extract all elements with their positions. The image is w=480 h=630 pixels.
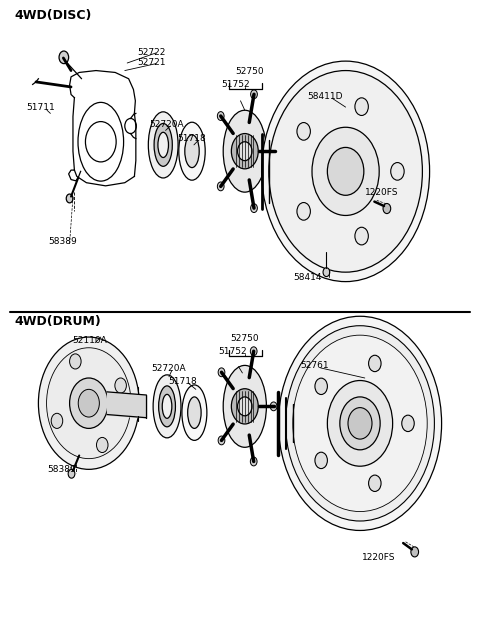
Text: 52750: 52750 [235,67,264,76]
Text: 52720A: 52720A [149,120,183,129]
Circle shape [38,337,139,469]
Circle shape [391,163,404,180]
Ellipse shape [223,365,266,447]
Circle shape [323,268,330,277]
Ellipse shape [223,110,266,192]
Circle shape [327,147,364,195]
Ellipse shape [162,394,172,418]
Circle shape [251,457,257,466]
Text: 52722: 52722 [137,48,165,57]
Text: 1220FS: 1220FS [365,188,398,197]
Circle shape [47,348,131,459]
Circle shape [297,123,311,140]
Text: 58389: 58389 [48,237,77,246]
Ellipse shape [182,385,207,440]
Ellipse shape [188,397,201,428]
Circle shape [70,378,108,428]
Circle shape [238,142,252,161]
Text: 4WD(DISC): 4WD(DISC) [14,9,92,23]
Circle shape [251,90,257,99]
Circle shape [78,389,99,417]
Circle shape [262,61,430,282]
Text: 51718: 51718 [168,377,197,386]
Circle shape [355,227,368,245]
Circle shape [383,203,391,214]
Ellipse shape [154,123,172,166]
Circle shape [218,368,225,377]
Circle shape [115,378,126,393]
Text: 52721: 52721 [137,59,165,67]
Text: 51711: 51711 [26,103,55,112]
Circle shape [59,51,69,64]
Circle shape [231,134,258,169]
Circle shape [96,437,108,452]
Circle shape [251,203,257,212]
Circle shape [411,547,419,557]
Circle shape [278,316,442,530]
Text: 51752: 51752 [221,81,250,89]
Circle shape [270,402,277,411]
Circle shape [271,147,278,156]
Text: 58389: 58389 [47,465,76,474]
Text: 52750: 52750 [230,335,259,343]
Circle shape [293,335,427,512]
Circle shape [315,378,327,394]
Text: 58411D: 58411D [307,92,343,101]
Circle shape [218,436,225,445]
Circle shape [66,194,73,203]
Circle shape [369,475,381,491]
Ellipse shape [158,132,168,158]
Circle shape [269,71,422,272]
Text: 1220FS: 1220FS [362,553,396,562]
Circle shape [217,182,224,191]
Circle shape [217,112,224,120]
Circle shape [286,326,434,521]
Circle shape [327,381,393,466]
Circle shape [348,408,372,439]
Circle shape [70,354,81,369]
Circle shape [251,347,257,356]
Text: 51718: 51718 [178,134,206,143]
Circle shape [315,452,327,469]
Circle shape [238,397,252,416]
Circle shape [402,415,414,432]
Circle shape [297,202,311,220]
Text: 52720A: 52720A [151,364,186,373]
Circle shape [355,98,368,115]
Text: 52110A: 52110A [72,336,107,345]
Circle shape [340,397,380,450]
Text: 51752: 51752 [218,347,247,356]
Circle shape [369,355,381,372]
Ellipse shape [185,135,199,168]
Text: 4WD(DRUM): 4WD(DRUM) [14,315,101,328]
Circle shape [231,389,258,424]
Ellipse shape [148,112,178,178]
Text: 58414: 58414 [294,273,322,282]
Text: 52761: 52761 [300,362,329,370]
Circle shape [68,469,75,478]
Ellipse shape [179,122,205,180]
Circle shape [51,413,63,428]
Circle shape [312,127,379,215]
Ellipse shape [153,375,181,438]
Ellipse shape [158,386,176,427]
